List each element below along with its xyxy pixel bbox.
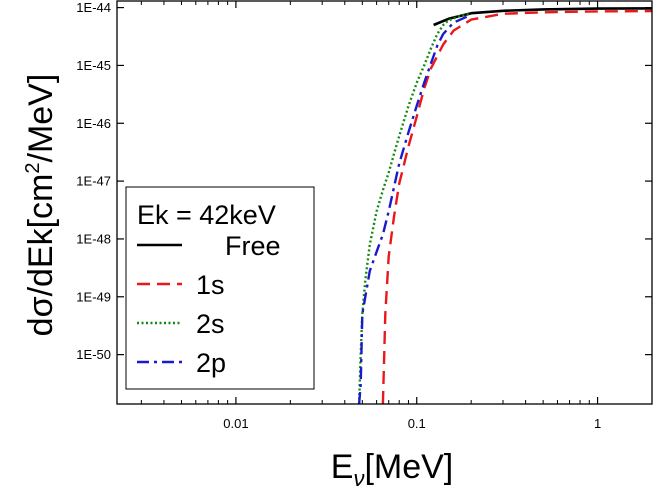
legend-box: [125, 186, 315, 390]
y-axis-title-prefix: dσ/dEk[cm: [22, 174, 60, 337]
series-line-1s: [381, 9, 652, 404]
series-line-2p: [357, 13, 472, 404]
y-tick-label: 1E-48: [76, 231, 111, 246]
y-tick-label: 1E-50: [76, 347, 111, 362]
y-tick-label: 1E-46: [76, 116, 111, 131]
plot-frame: [116, 0, 653, 405]
y-tick-label: 1E-45: [76, 58, 111, 73]
series-line-free: [433, 7, 652, 27]
x-tick-label: 0.01: [223, 416, 248, 431]
x-axis-ticks: 0.01 0.1 1: [140, 1, 653, 431]
legend-label-2s: 2s: [196, 309, 225, 339]
y-axis-ticks: 1E-44 1E-45 1E-46 1E-47 1E-48 1E-49 1E-50: [76, 0, 652, 362]
legend-title: Ek = 42keV: [137, 200, 276, 230]
y-tick-label: 1E-47: [76, 174, 111, 189]
legend-label-1s: 1s: [196, 270, 225, 300]
series-line-2s: [357, 12, 472, 404]
y-axis-title: dσ/dEk[cm2/MeV]: [22, 74, 60, 337]
y-axis-title-suffix: /MeV]: [22, 74, 60, 163]
y-tick-label: 1E-44: [76, 0, 111, 15]
y-axis-title-sup: 2: [22, 162, 44, 173]
legend-label-free: Free: [225, 231, 281, 261]
y-tick-label: 1E-49: [76, 289, 111, 304]
legend-label-2p: 2p: [196, 348, 226, 378]
x-axis-title-main: E: [331, 448, 354, 486]
x-axis-title-unit: [MeV]: [364, 448, 453, 486]
x-axis-title: Eν[MeV]: [331, 448, 454, 491]
series-layer: [357, 7, 652, 404]
x-tick-label: 1: [594, 416, 601, 431]
x-axis-title-sub: ν: [353, 466, 364, 491]
x-tick-label: 0.1: [408, 416, 426, 431]
